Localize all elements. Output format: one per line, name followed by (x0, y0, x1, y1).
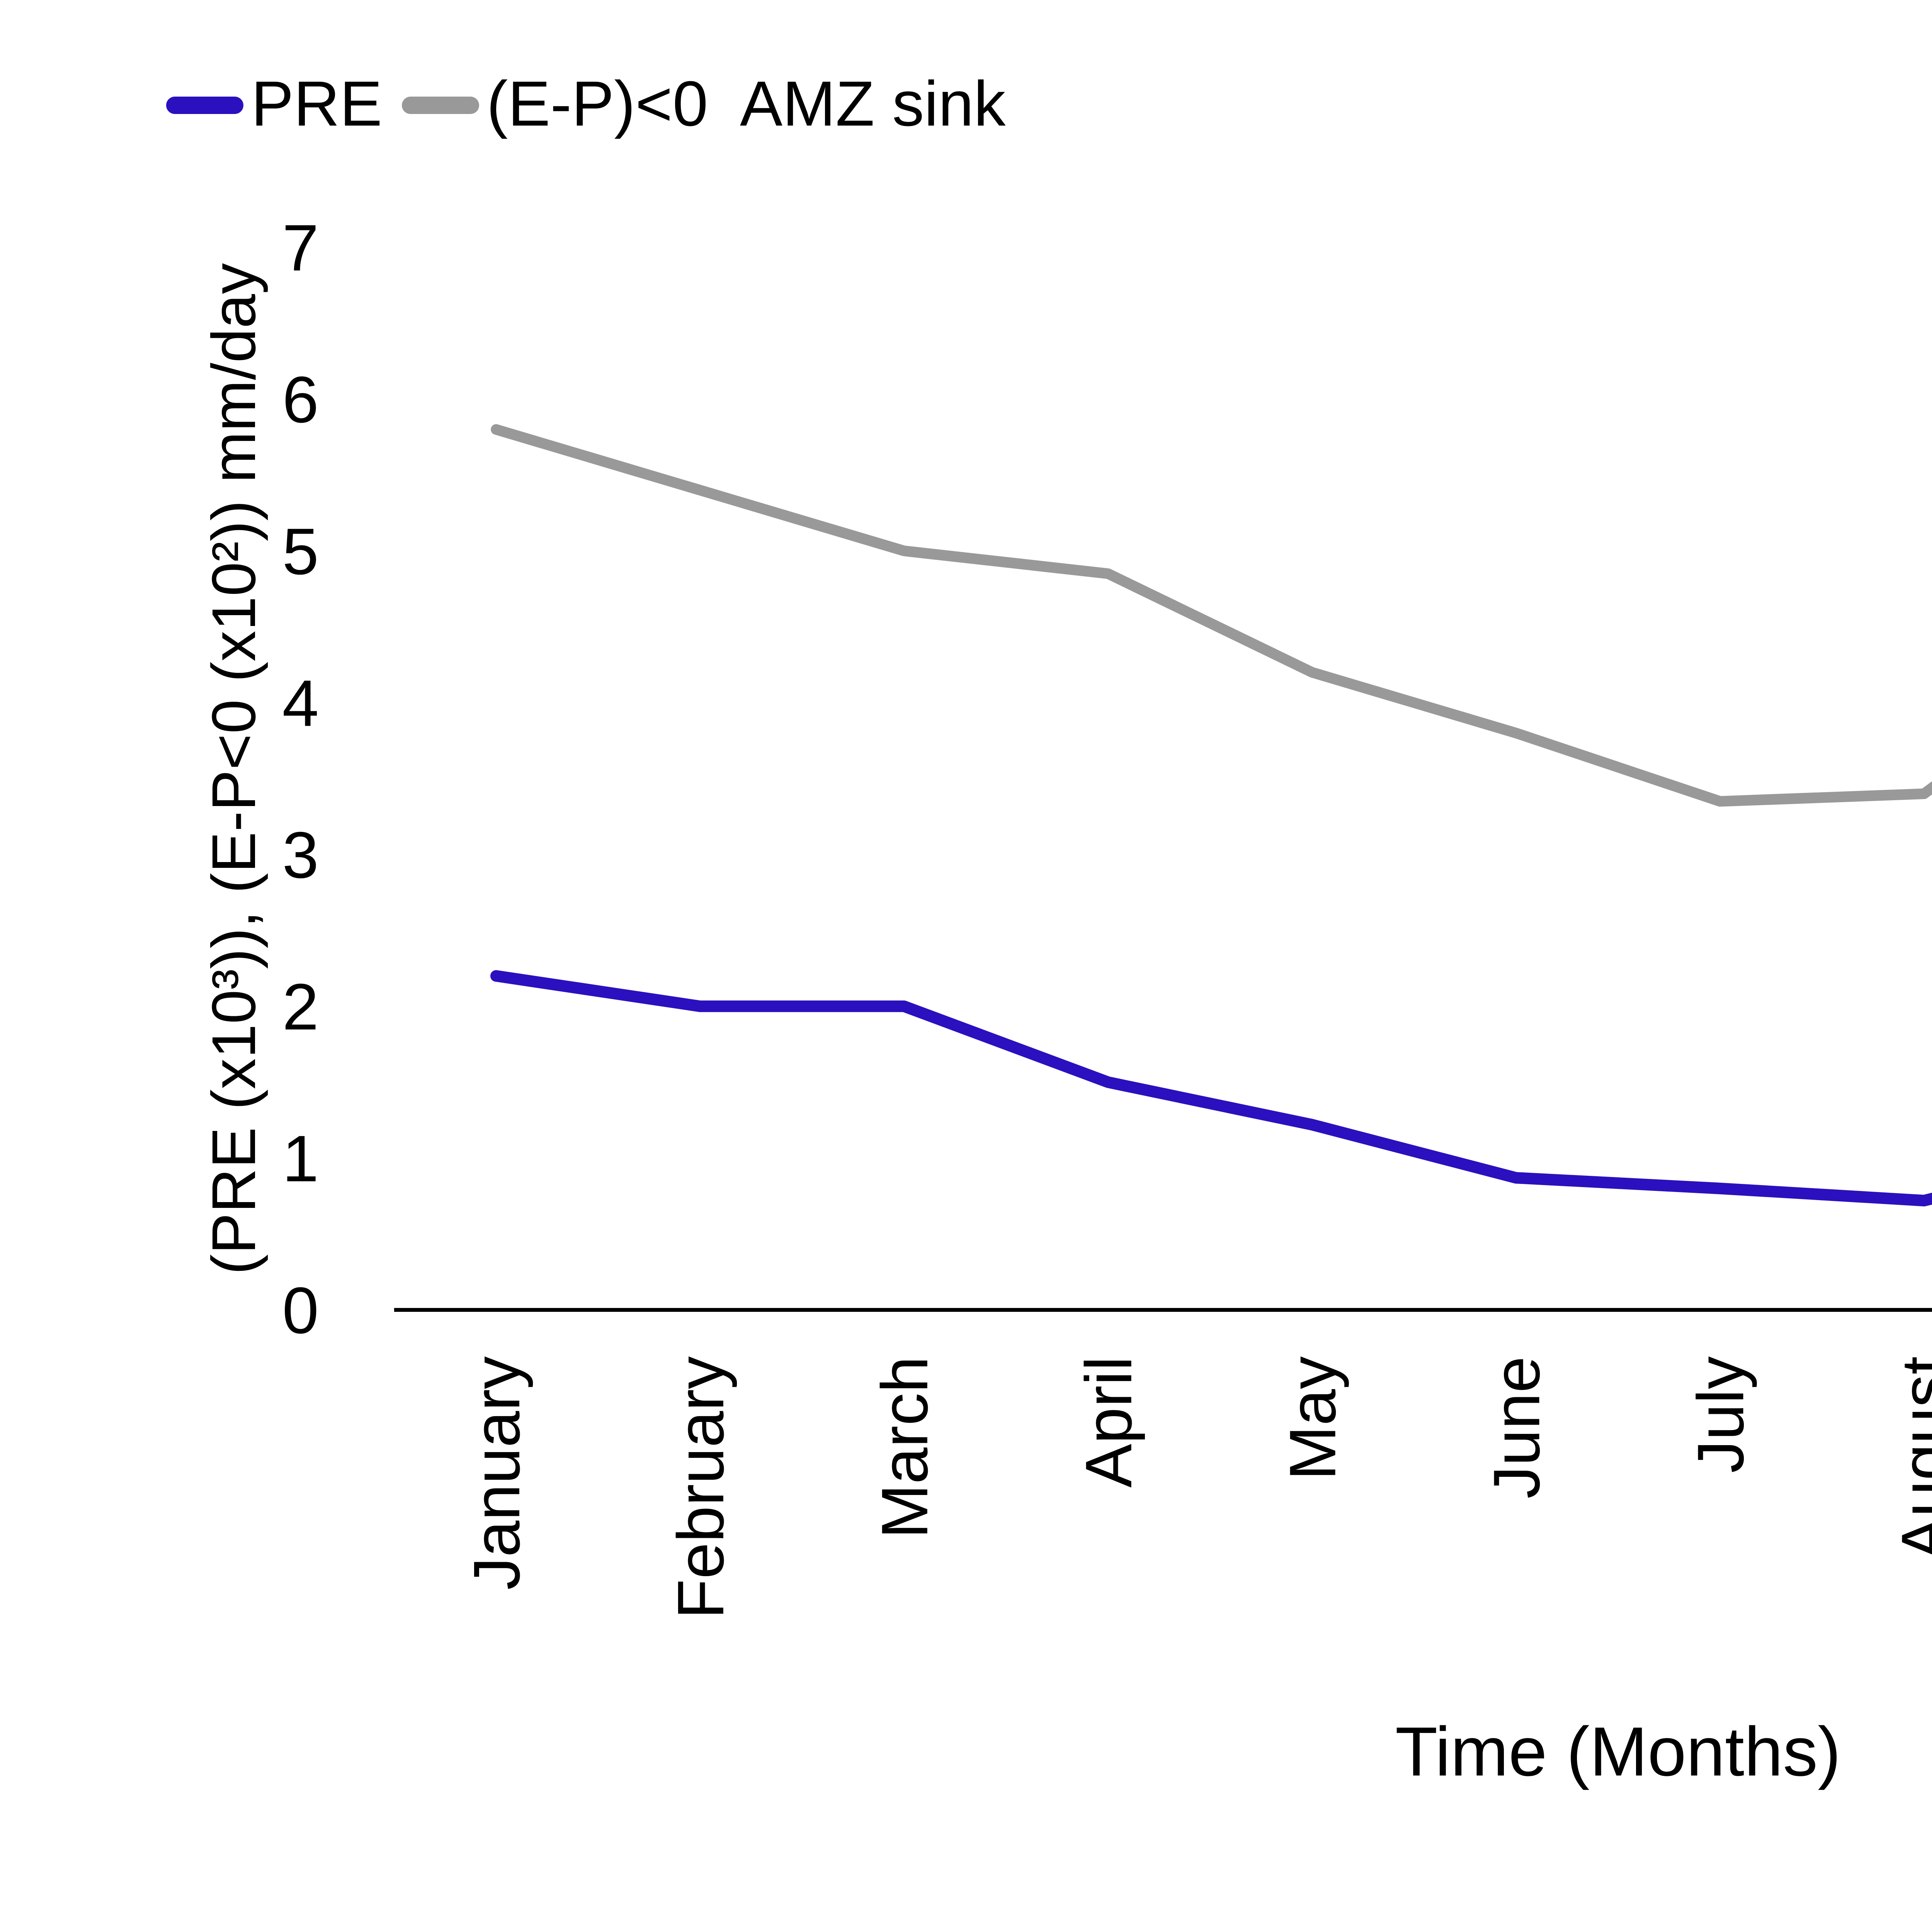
legend-swatch-ep-amz-sink-icon (401, 96, 479, 114)
legend-label-ep-amz-sink: (E-P)<0 AMZ sink (486, 68, 1006, 139)
legend-item-ep-amz-sink[interactable]: (E-P)<0 AMZ sink (401, 68, 1006, 139)
y-tick-label: 2 (282, 970, 319, 1044)
x-tick-label: June (1480, 1356, 1554, 1499)
legend-swatch-pre-icon (166, 96, 243, 114)
y-tick-label: 6 (282, 363, 319, 437)
y-axis-tick-labels: 0 1 2 3 4 5 6 7 (282, 211, 319, 1347)
x-tick-label: February (664, 1356, 738, 1619)
x-axis-title: Time (Months) (1395, 1712, 1841, 1791)
legend-item-pre[interactable]: PRE (166, 68, 383, 139)
series-line-pre[interactable] (490, 970, 1932, 1207)
x-axis-tick-labels: January February March April May June July Augu… (460, 1356, 1932, 1619)
x-tick-label: March (868, 1356, 942, 1539)
y-tick-label: 7 (282, 211, 319, 285)
x-tick-label: January (460, 1356, 534, 1590)
y-tick-label: 1 (282, 1122, 319, 1196)
legend: PRE (E-P)<0 AMZ sink (166, 68, 1006, 139)
x-tick-label: April (1072, 1356, 1146, 1488)
y-tick-label: 4 (282, 667, 319, 740)
y-tick-label: 5 (282, 515, 319, 588)
legend-label-pre: PRE (251, 68, 383, 139)
x-tick-label: August (1888, 1356, 1932, 1561)
y-tick-label: 0 (282, 1274, 319, 1347)
x-tick-label: May (1276, 1356, 1350, 1480)
x-tick-label: July (1684, 1356, 1757, 1473)
series-line-ep-amz-sink[interactable] (491, 424, 1932, 807)
y-tick-label: 3 (282, 818, 319, 892)
